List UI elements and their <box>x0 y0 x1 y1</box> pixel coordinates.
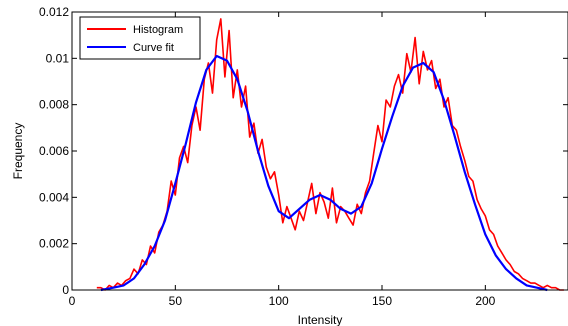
y-axis-label: Frequency <box>11 123 25 180</box>
y-tick-label: 0.008 <box>39 98 69 112</box>
legend: Histogram Curve fit <box>79 16 201 60</box>
y-tick-label: 0 <box>62 283 69 297</box>
x-axis: 0 50 100 150 200 <box>69 12 496 308</box>
x-tick-label: 0 <box>69 294 76 308</box>
legend-label-histogram: Histogram <box>133 24 183 36</box>
y-axis: 0 0.002 0.004 0.006 0.008 0.01 0.012 <box>39 5 568 297</box>
series-layer <box>96 18 564 292</box>
curve-fit-line <box>100 54 548 292</box>
x-tick-label: 50 <box>169 294 183 308</box>
y-tick-label: 0.01 <box>46 51 70 65</box>
y-tick-label: 0.004 <box>39 190 69 204</box>
y-tick-label: 0.012 <box>39 5 69 19</box>
x-tick-label: 150 <box>372 294 392 308</box>
x-axis-label: Intensity <box>298 313 343 326</box>
x-tick-label: 200 <box>475 294 495 308</box>
y-tick-label: 0.002 <box>39 237 69 251</box>
legend-label-curve-fit: Curve fit <box>133 42 174 54</box>
legend-box <box>79 16 201 60</box>
y-tick-label: 0.006 <box>39 144 69 158</box>
x-tick-label: 100 <box>269 294 289 308</box>
histogram-line <box>96 18 564 291</box>
